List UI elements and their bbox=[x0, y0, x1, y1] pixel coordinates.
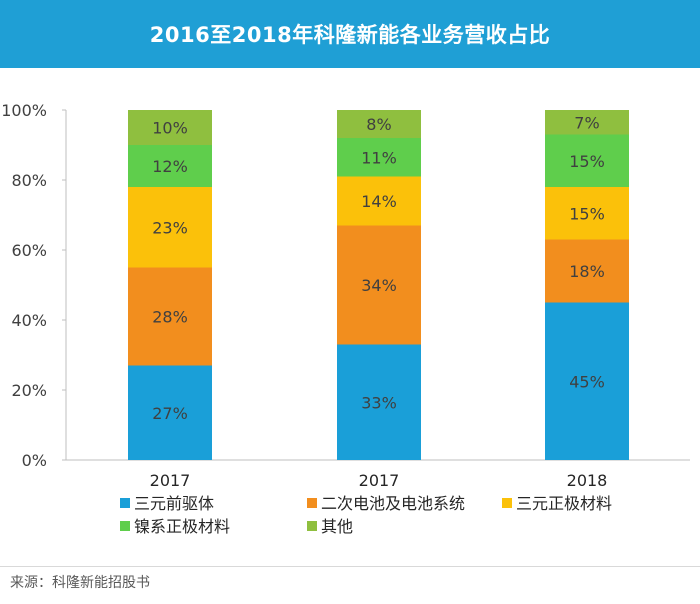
bar-segment bbox=[545, 134, 629, 187]
data-label: 33% bbox=[361, 393, 397, 412]
y-tick-label: 20% bbox=[11, 381, 47, 400]
y-tick-label: 60% bbox=[11, 241, 47, 260]
chart-area: 0% 20% 40% 60% 80% 100% 27% 28% 23% 12% 10% 2017 33%… bbox=[0, 68, 700, 568]
data-label: 10% bbox=[152, 119, 188, 138]
data-label: 23% bbox=[152, 218, 188, 237]
bar-segment bbox=[545, 239, 629, 303]
bar-segment bbox=[128, 187, 212, 268]
chart-header: 2016至2018年科隆新能各业务营收占比 bbox=[0, 0, 700, 68]
legend-label: 三元前驱体 bbox=[134, 494, 214, 513]
legend-swatch bbox=[307, 521, 317, 531]
data-label: 11% bbox=[361, 148, 397, 167]
legend-swatch bbox=[307, 498, 317, 508]
data-label: 27% bbox=[152, 404, 188, 423]
legend-swatch bbox=[120, 498, 130, 508]
legend-label: 二次电池及电池系统 bbox=[321, 494, 465, 513]
y-tick-label: 0% bbox=[22, 451, 47, 470]
data-label: 45% bbox=[569, 372, 605, 391]
bar-segment bbox=[128, 110, 212, 145]
bar-segment bbox=[337, 344, 421, 460]
stacked-bar-chart: 0% 20% 40% 60% 80% 100% 27% 28% 23% 12% 10% 2017 33%… bbox=[1, 101, 690, 536]
bar-segment bbox=[337, 138, 421, 177]
bar-segment bbox=[128, 145, 212, 187]
bar-segment bbox=[128, 365, 212, 460]
x-tick-label: 2018 bbox=[567, 471, 608, 490]
legend-label: 三元正极材料 bbox=[516, 494, 612, 513]
y-tick-label: 100% bbox=[1, 101, 47, 120]
data-label: 8% bbox=[366, 115, 391, 134]
bar-segment bbox=[545, 110, 629, 135]
data-label: 15% bbox=[569, 204, 605, 223]
legend-label: 其他 bbox=[321, 517, 353, 536]
bar-segment bbox=[545, 302, 629, 460]
data-label: 7% bbox=[574, 113, 599, 132]
y-tick-label: 80% bbox=[11, 171, 47, 190]
data-label: 18% bbox=[569, 262, 605, 281]
x-tick-label: 2017 bbox=[359, 471, 400, 490]
data-label: 14% bbox=[361, 192, 397, 211]
data-label: 34% bbox=[361, 276, 397, 295]
bar-segment bbox=[128, 267, 212, 366]
bar-segment bbox=[337, 225, 421, 345]
data-label: 15% bbox=[569, 152, 605, 171]
y-tick-label: 40% bbox=[11, 311, 47, 330]
bar-segment bbox=[337, 110, 421, 138]
data-label: 12% bbox=[152, 157, 188, 176]
chart-title: 2016至2018年科隆新能各业务营收占比 bbox=[149, 23, 551, 47]
footer-divider bbox=[0, 566, 700, 567]
bar-segment bbox=[337, 176, 421, 226]
x-tick-label: 2017 bbox=[150, 471, 191, 490]
bar-segment bbox=[545, 187, 629, 240]
legend-label: 镍系正极材料 bbox=[134, 517, 230, 536]
data-label: 28% bbox=[152, 308, 188, 327]
source-note: 来源：科隆新能招股书 bbox=[10, 575, 150, 591]
legend-swatch bbox=[120, 521, 130, 531]
legend-swatch bbox=[502, 498, 512, 508]
